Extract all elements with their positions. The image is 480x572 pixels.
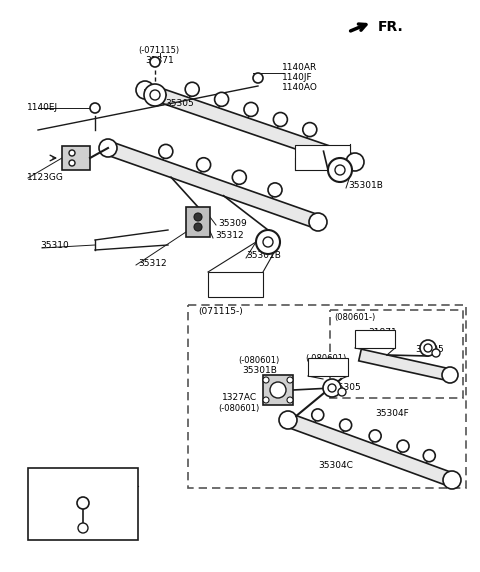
Text: 35305: 35305 [332, 383, 361, 392]
Circle shape [443, 471, 461, 489]
Text: 1327AC: 1327AC [222, 392, 257, 402]
Text: 31871: 31871 [145, 56, 174, 65]
Circle shape [369, 430, 381, 442]
Circle shape [90, 103, 100, 113]
Circle shape [268, 183, 282, 197]
Circle shape [323, 379, 341, 397]
Text: 35301B: 35301B [242, 366, 277, 375]
Polygon shape [62, 146, 90, 170]
Circle shape [253, 73, 263, 83]
Circle shape [244, 102, 258, 117]
Circle shape [263, 237, 273, 247]
Text: 35305: 35305 [165, 98, 194, 108]
Circle shape [78, 523, 88, 533]
Circle shape [424, 344, 432, 352]
Circle shape [69, 160, 75, 166]
Circle shape [397, 440, 409, 452]
Circle shape [279, 411, 297, 429]
Bar [295, 145, 350, 170]
Circle shape [136, 81, 154, 99]
Text: 31871: 31871 [315, 364, 344, 373]
Circle shape [432, 349, 440, 357]
Text: (-071115): (-071115) [138, 46, 179, 55]
Bar [308, 358, 348, 376]
Polygon shape [263, 375, 293, 405]
Text: (080601-): (080601-) [334, 313, 375, 322]
Text: 35309: 35309 [218, 219, 247, 228]
Text: 1123GG: 1123GG [27, 173, 64, 182]
Text: 35304F: 35304F [375, 408, 409, 418]
Circle shape [159, 144, 173, 158]
Text: 35301B: 35301B [246, 252, 281, 260]
Circle shape [423, 450, 435, 462]
Text: 35312: 35312 [138, 259, 167, 268]
FancyBboxPatch shape [330, 310, 463, 398]
Circle shape [309, 213, 327, 231]
FancyBboxPatch shape [188, 305, 466, 488]
Circle shape [338, 388, 346, 396]
Circle shape [194, 213, 202, 221]
Circle shape [328, 384, 336, 392]
Circle shape [150, 57, 160, 67]
Circle shape [303, 122, 317, 137]
Circle shape [150, 90, 160, 100]
Text: (-071115): (-071115) [215, 288, 256, 297]
Circle shape [197, 158, 211, 172]
Text: (071115-): (071115-) [198, 307, 243, 316]
Bar [355, 330, 395, 348]
Bar [208, 272, 263, 297]
Circle shape [69, 150, 75, 156]
Circle shape [335, 165, 345, 175]
Circle shape [263, 377, 269, 383]
Text: 35305: 35305 [415, 345, 444, 355]
Text: 35301B: 35301B [348, 181, 383, 190]
Circle shape [274, 113, 288, 126]
Circle shape [185, 82, 199, 96]
Polygon shape [143, 84, 357, 169]
Circle shape [215, 92, 228, 106]
Text: (-071115): (-071115) [303, 149, 341, 158]
Circle shape [287, 397, 293, 403]
Circle shape [263, 397, 269, 403]
Text: 1140AR: 1140AR [282, 62, 317, 72]
Text: 35304C: 35304C [318, 462, 353, 471]
Bar [28, 468, 138, 540]
Polygon shape [106, 141, 320, 229]
Circle shape [232, 170, 246, 184]
Text: 35304F: 35304F [305, 158, 339, 168]
Circle shape [312, 409, 324, 421]
Text: 1140AO: 1140AO [282, 82, 318, 92]
Polygon shape [286, 414, 455, 487]
Text: 35310: 35310 [40, 241, 69, 251]
Circle shape [144, 84, 166, 106]
Circle shape [346, 153, 364, 171]
Polygon shape [359, 349, 451, 381]
Circle shape [77, 497, 89, 509]
Circle shape [270, 382, 286, 398]
Circle shape [194, 223, 202, 231]
Circle shape [287, 377, 293, 383]
Text: (-080601): (-080601) [238, 356, 279, 365]
Text: (-080601): (-080601) [305, 354, 346, 363]
Text: 1140EJ: 1140EJ [66, 472, 100, 482]
Circle shape [328, 158, 352, 182]
Text: 35304C: 35304C [218, 279, 253, 288]
Text: 1140JF: 1140JF [282, 73, 312, 81]
Polygon shape [186, 207, 210, 237]
Circle shape [340, 419, 352, 431]
Text: (-080601): (-080601) [218, 403, 259, 412]
Circle shape [442, 367, 458, 383]
Circle shape [256, 230, 280, 254]
Text: 35312: 35312 [215, 232, 244, 240]
Text: 31871: 31871 [368, 328, 397, 337]
Text: 1140EJ: 1140EJ [27, 104, 58, 113]
Text: FR.: FR. [378, 20, 404, 34]
Circle shape [99, 139, 117, 157]
Circle shape [420, 340, 436, 356]
